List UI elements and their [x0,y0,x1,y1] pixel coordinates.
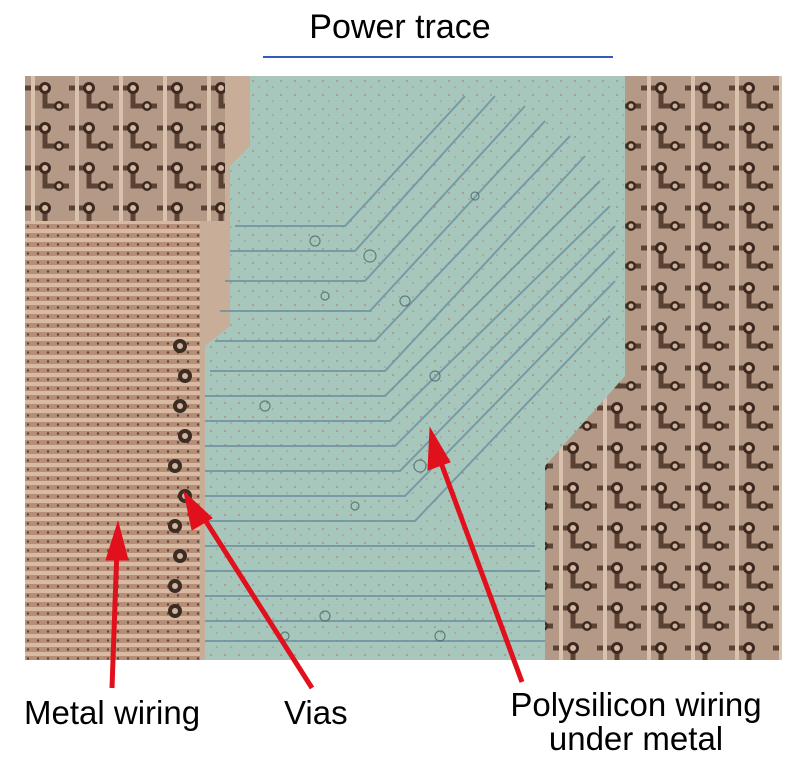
label-polysilicon-line2: under metal [548,720,724,757]
figure-title: Power trace [309,8,491,46]
title-underline [263,56,613,58]
label-vias: Vias [284,694,348,731]
label-metal-wiring: Metal wiring [24,694,201,731]
label-polysilicon: Polysilicon wiring under metal [496,688,776,756]
label-polysilicon-line1: Polysilicon wiring [510,686,762,723]
die-micrograph [25,76,782,660]
